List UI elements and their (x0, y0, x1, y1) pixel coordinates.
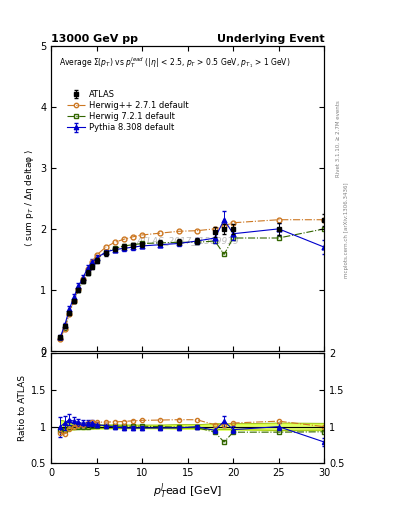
Y-axis label: Ratio to ATLAS: Ratio to ATLAS (18, 375, 27, 441)
Text: 13000 GeV pp: 13000 GeV pp (51, 33, 138, 44)
X-axis label: $p_T^l$ead [GeV]: $p_T^l$ead [GeV] (153, 481, 222, 501)
Text: ATLAS_2017_I1509919: ATLAS_2017_I1509919 (136, 237, 239, 246)
Legend: ATLAS, Herwig++ 2.7.1 default, Herwig 7.2.1 default, Pythia 8.308 default: ATLAS, Herwig++ 2.7.1 default, Herwig 7.… (63, 87, 192, 136)
Text: Underlying Event: Underlying Event (217, 33, 324, 44)
Text: Average $\Sigma(p_T)$ vs $p_T^{lead}$ (|$\eta$| < 2.5, $p_T$ > 0.5 GeV, $p_{T_1}: Average $\Sigma(p_T)$ vs $p_T^{lead}$ (|… (59, 55, 291, 70)
Text: Rivet 3.1.10, ≥ 2.7M events: Rivet 3.1.10, ≥ 2.7M events (336, 100, 341, 177)
Text: mcplots.cern.ch [arXiv:1306.3436]: mcplots.cern.ch [arXiv:1306.3436] (344, 183, 349, 278)
Y-axis label: ⟨ sum p$_T$ / Δη deltaφ ⟩: ⟨ sum p$_T$ / Δη deltaφ ⟩ (23, 150, 36, 247)
